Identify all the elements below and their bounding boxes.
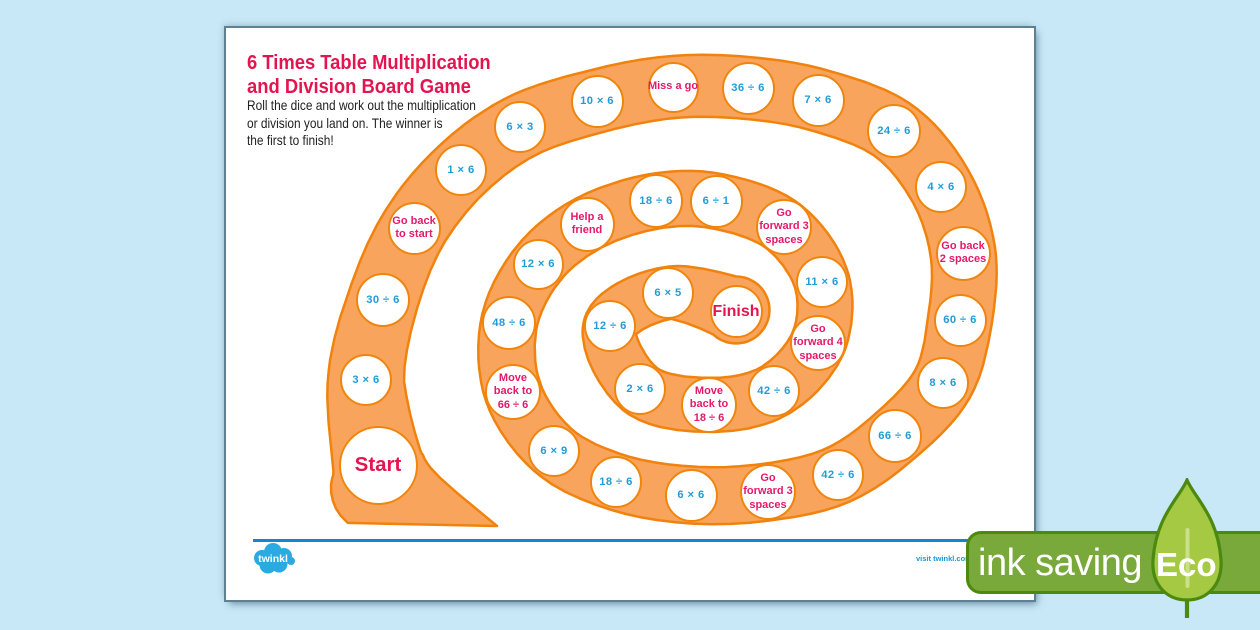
svg-text:twinkl: twinkl <box>258 553 288 565</box>
